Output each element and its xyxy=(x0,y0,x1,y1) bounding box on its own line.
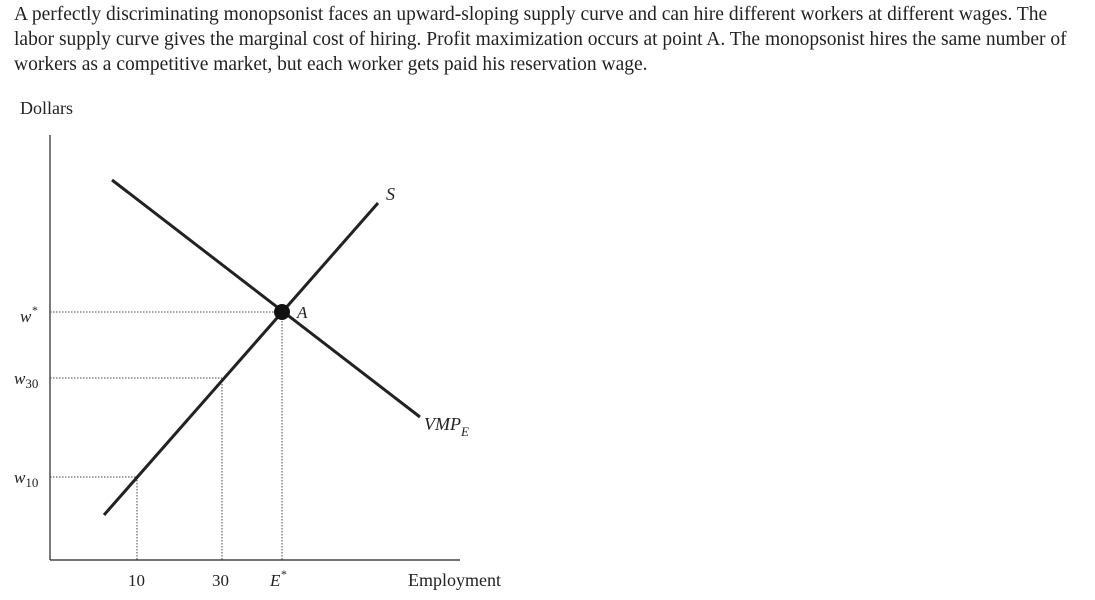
vmp-label: VMPE xyxy=(424,414,469,439)
w10-label: w10 xyxy=(14,468,38,490)
e30-label: 30 xyxy=(212,571,229,590)
point-a-label: A xyxy=(296,303,308,322)
w30-label: w30 xyxy=(14,369,38,391)
e-star-label: E* xyxy=(269,567,286,590)
vmp-curve xyxy=(111,178,421,419)
x-axis-label: Employment xyxy=(408,570,501,590)
y-axis-label: Dollars xyxy=(20,98,73,118)
point-a-marker xyxy=(274,304,290,320)
figure-caption: A perfectly discriminating monopsonist f… xyxy=(14,4,1067,75)
e10-label: 10 xyxy=(128,571,145,590)
w-star-label: w* xyxy=(20,303,37,326)
supply-label: S xyxy=(386,184,395,204)
supply-curve xyxy=(102,202,380,516)
